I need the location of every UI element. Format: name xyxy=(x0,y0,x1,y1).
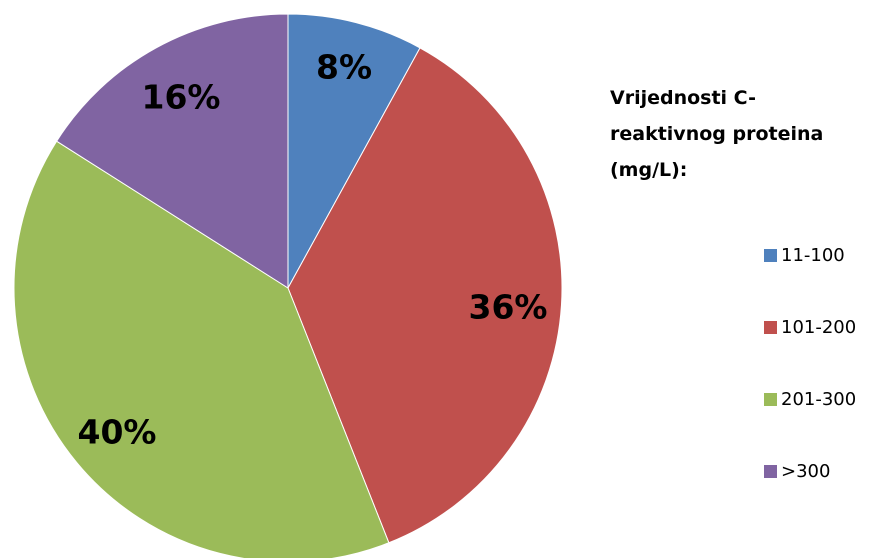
slice-data-label: 8% xyxy=(316,48,372,87)
legend-label: 201-300 xyxy=(781,388,857,410)
pie-slice xyxy=(13,140,390,558)
legend-title-line: Vrijednosti C- xyxy=(610,87,756,109)
legend-swatch xyxy=(764,320,777,334)
legend-swatch xyxy=(764,464,777,478)
pie-slice xyxy=(55,13,289,289)
legend-swatch xyxy=(764,248,777,262)
slice-data-label: 16% xyxy=(142,78,221,117)
legend-label: >300 xyxy=(781,460,831,482)
legend-item: 11-100 xyxy=(764,243,845,267)
legend-title-line: reaktivnog proteina xyxy=(610,123,824,145)
legend-label: 101-200 xyxy=(781,316,857,338)
pie-slice xyxy=(287,47,563,544)
legend-item: >300 xyxy=(764,459,830,483)
legend-label: 11-100 xyxy=(781,244,845,266)
slice-data-label: 40% xyxy=(78,413,157,452)
pie-slice xyxy=(287,13,421,289)
legend-item: 201-300 xyxy=(764,387,856,411)
legend-title-line: (mg/L): xyxy=(610,159,688,181)
slice-data-label: 36% xyxy=(469,288,548,327)
legend-swatch xyxy=(764,392,777,406)
legend-item: 101-200 xyxy=(764,315,856,339)
legend-title: Vrijednosti C- reaktivnog proteina (mg/L… xyxy=(610,80,882,188)
